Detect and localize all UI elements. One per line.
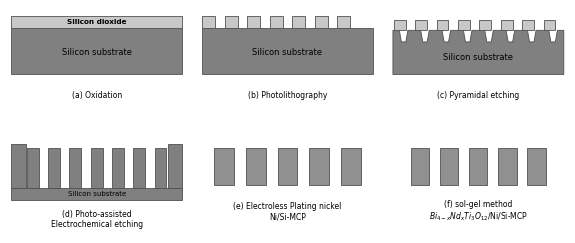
Text: Silicon substrate: Silicon substrate: [67, 191, 126, 197]
Bar: [522, 20, 534, 30]
Bar: [11, 16, 182, 28]
Bar: [437, 20, 448, 30]
Text: (f) sol-gel method
$Bi_{4-x}Nd_xTi_3O_{12}$/Ni/Si-MCP: (f) sol-gel method $Bi_{4-x}Nd_xTi_3O_{1…: [429, 200, 528, 223]
Bar: [70, 148, 81, 188]
Bar: [338, 16, 350, 28]
Bar: [167, 144, 182, 188]
Bar: [315, 16, 328, 28]
Bar: [27, 148, 39, 188]
Text: Silicon substrate: Silicon substrate: [443, 52, 513, 61]
Bar: [309, 148, 329, 185]
Bar: [246, 148, 266, 185]
Bar: [225, 16, 237, 28]
Bar: [440, 148, 458, 185]
Bar: [202, 28, 373, 74]
Text: Silicon substrate: Silicon substrate: [62, 48, 132, 57]
Text: (b) Photolithography: (b) Photolithography: [248, 91, 327, 100]
Bar: [91, 148, 102, 188]
Bar: [411, 148, 430, 185]
Bar: [214, 148, 234, 185]
Bar: [501, 20, 512, 30]
Bar: [527, 148, 546, 185]
Bar: [394, 20, 406, 30]
Text: (e) Electroless Plating nickel
Ni/Si-MCP: (e) Electroless Plating nickel Ni/Si-MCP: [233, 202, 342, 221]
Bar: [247, 16, 260, 28]
Bar: [112, 148, 124, 188]
Text: (a) Oxidation: (a) Oxidation: [71, 91, 122, 100]
Bar: [11, 28, 182, 74]
Bar: [11, 144, 26, 188]
Text: Silicon dioxide: Silicon dioxide: [67, 19, 126, 25]
Bar: [133, 148, 145, 188]
Text: (c) Pyramidal etching: (c) Pyramidal etching: [437, 91, 519, 100]
Bar: [155, 148, 166, 188]
Bar: [341, 148, 361, 185]
Bar: [48, 148, 60, 188]
Bar: [543, 20, 555, 30]
Bar: [499, 148, 516, 185]
Bar: [480, 20, 491, 30]
Text: Silicon substrate: Silicon substrate: [252, 48, 323, 57]
Bar: [278, 148, 297, 185]
Bar: [202, 16, 215, 28]
Bar: [469, 148, 488, 185]
Bar: [415, 20, 427, 30]
Bar: [292, 16, 305, 28]
Polygon shape: [393, 30, 564, 74]
Bar: [270, 16, 283, 28]
Bar: [458, 20, 470, 30]
Text: (d) Photo-assisted
Electrochemical etching: (d) Photo-assisted Electrochemical etchi…: [51, 210, 143, 229]
Bar: [11, 188, 182, 200]
